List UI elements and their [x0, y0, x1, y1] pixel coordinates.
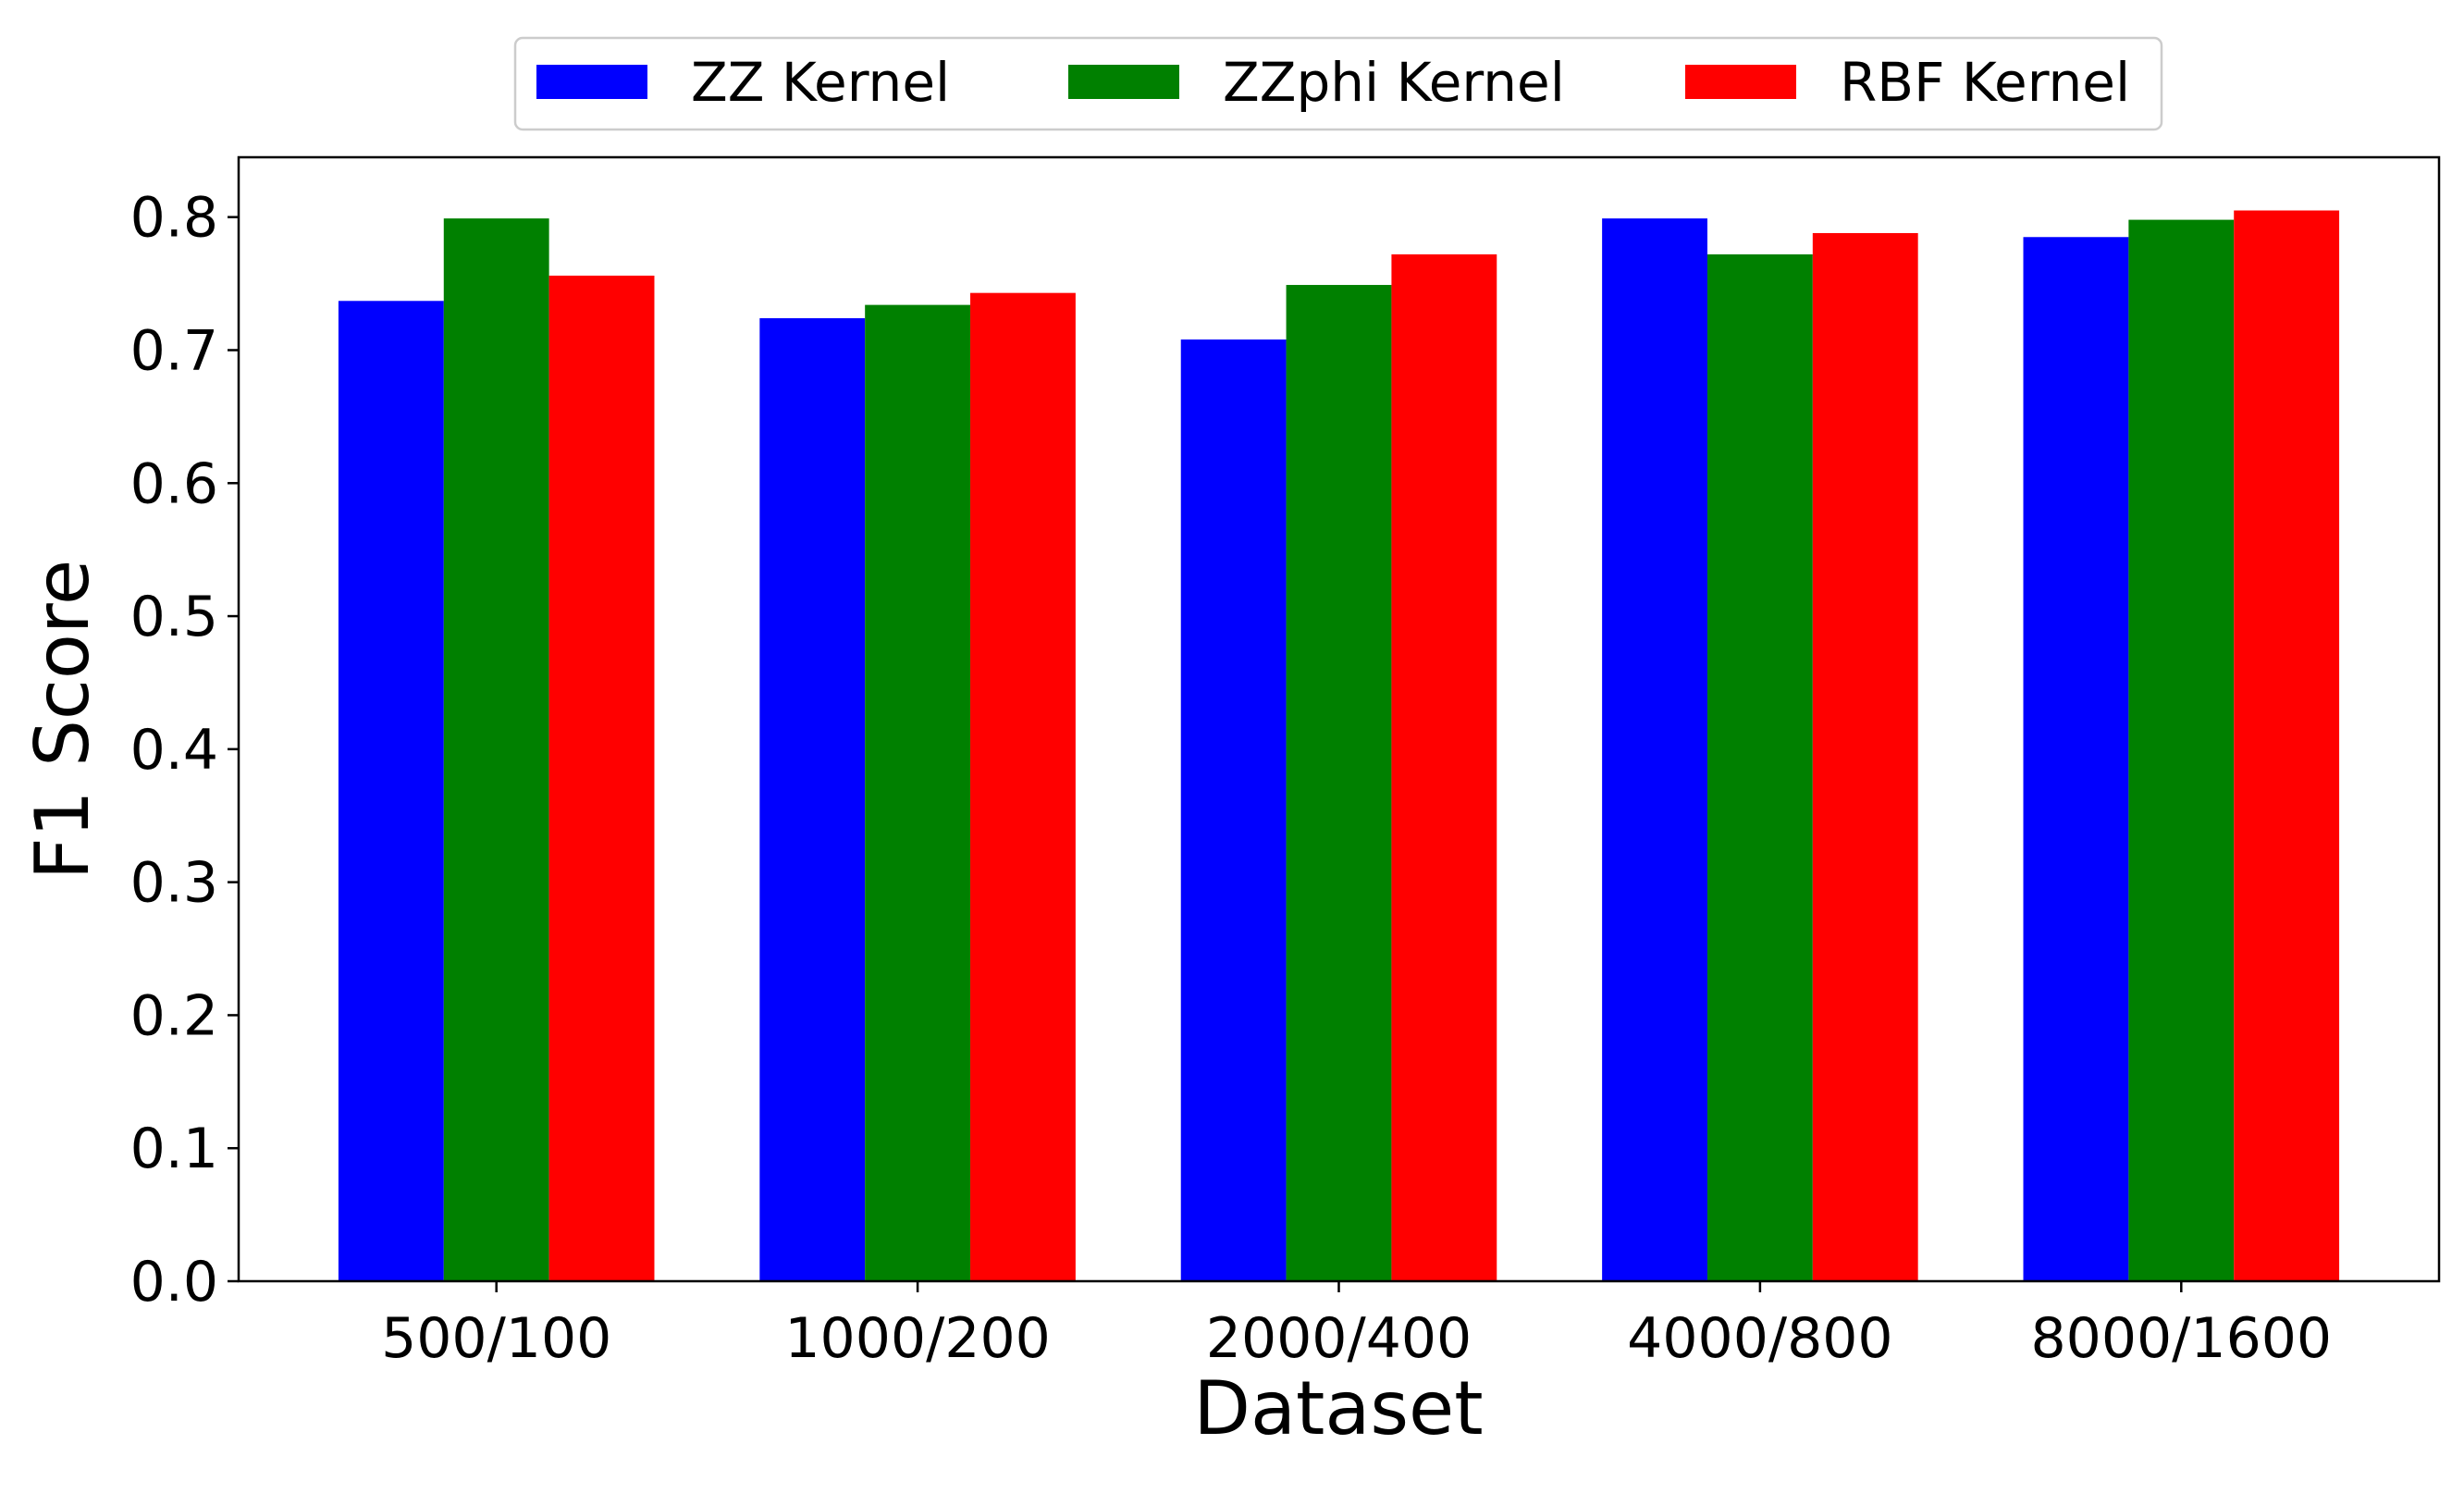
legend-label: RBF Kernel: [1840, 51, 2130, 114]
y-tick-label: 0.6: [130, 451, 218, 516]
bar-zz-kernel-8000-1600: [2023, 237, 2129, 1281]
y-tick-label: 0.1: [130, 1117, 218, 1181]
bar-zzphi-kernel-2000-400: [1286, 285, 1392, 1281]
x-tick-label: 500/100: [381, 1306, 611, 1371]
y-tick-label: 0.4: [130, 718, 218, 783]
legend-label: ZZphi Kernel: [1223, 51, 1565, 114]
bar-zz-kernel-500-100: [338, 301, 444, 1282]
x-axis: 500/100 1000/200 2000/400 4000/800 8000/1600: [381, 1281, 2332, 1371]
y-axis-label: F1 Score: [19, 560, 105, 880]
bar-zzphi-kernel-500-100: [443, 218, 549, 1282]
legend-swatch: [1068, 65, 1179, 99]
x-axis-label: Dataset: [1193, 1365, 1483, 1451]
bar-zz-kernel-1000-200: [759, 317, 866, 1282]
y-tick-label: 0.3: [130, 851, 218, 916]
x-tick-label: 2000/400: [1206, 1306, 1472, 1371]
bar-rbf-kernel-4000-800: [1812, 232, 1918, 1281]
y-tick-label: 0.0: [130, 1250, 218, 1315]
y-tick-label: 0.8: [130, 186, 218, 251]
bar-zz-kernel-2000-400: [1180, 339, 1287, 1281]
legend-swatch: [536, 65, 647, 99]
bar-zz-kernel-4000-800: [1602, 218, 1707, 1282]
y-axis: 0.0 0.1 0.2 0.3 0.4 0.5 0.6 0.7 0.8: [130, 186, 239, 1315]
y-tick-label: 0.7: [130, 318, 218, 383]
legend-swatch: [1685, 65, 1796, 99]
bars: [338, 210, 2340, 1282]
y-tick-label: 0.5: [130, 585, 218, 649]
bar-zzphi-kernel-4000-800: [1706, 253, 1813, 1282]
bar-rbf-kernel-1000-200: [970, 292, 1076, 1281]
legend-label: ZZ Kernel: [691, 51, 950, 114]
x-tick-label: 4000/800: [1627, 1306, 1892, 1371]
x-tick-label: 1000/200: [784, 1306, 1050, 1371]
bar-zzphi-kernel-8000-1600: [2128, 219, 2235, 1282]
bar-rbf-kernel-2000-400: [1391, 253, 1497, 1282]
bar-rbf-kernel-500-100: [548, 275, 655, 1281]
bar-zzphi-kernel-1000-200: [865, 304, 971, 1282]
x-tick-label: 8000/1600: [2030, 1306, 2332, 1371]
legend-box: [513, 36, 2163, 131]
legend: ZZ Kernel ZZphi Kernel RBF Kernel: [513, 36, 2163, 131]
bar-rbf-kernel-8000-1600: [2234, 210, 2340, 1282]
y-tick-label: 0.2: [130, 983, 218, 1048]
